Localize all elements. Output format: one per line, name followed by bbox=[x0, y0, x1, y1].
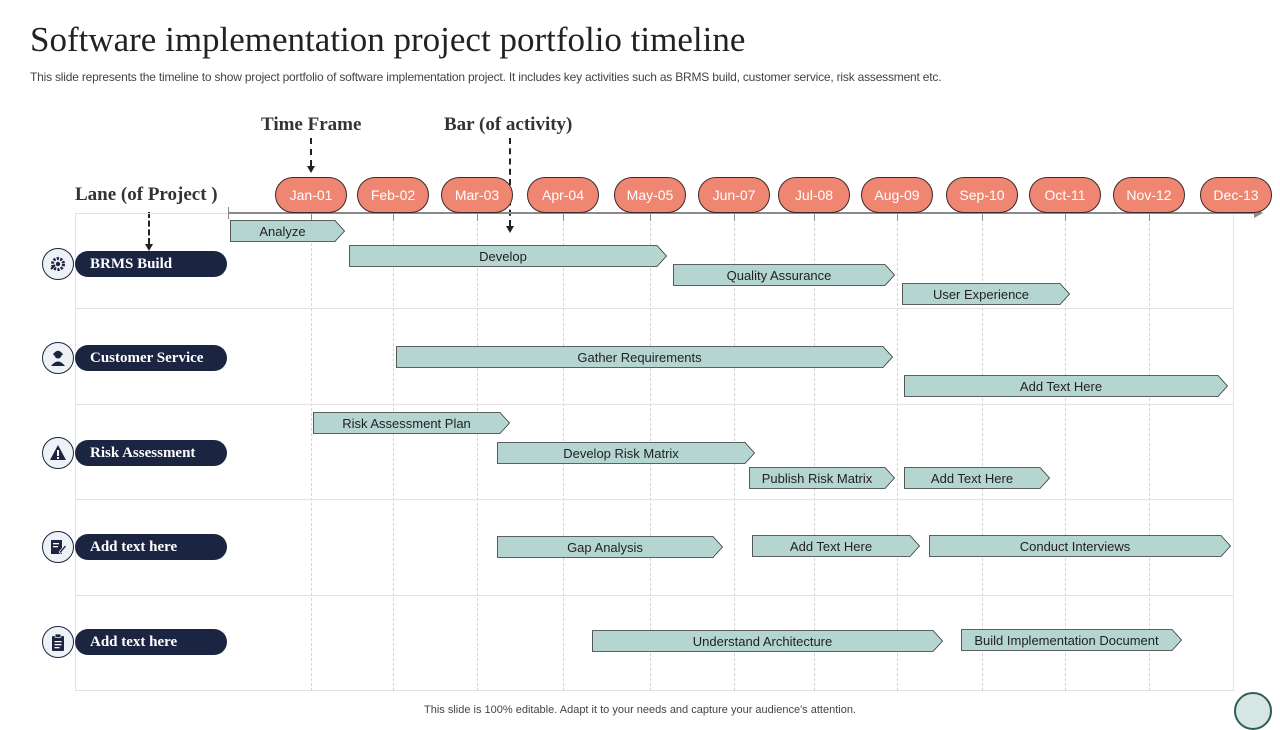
axis-tick bbox=[477, 213, 478, 221]
lane-label: Risk Assessment bbox=[75, 440, 227, 466]
footer-note: This slide is 100% editable. Adapt it to… bbox=[424, 704, 856, 716]
activity-label: Add Text Here bbox=[1019, 378, 1103, 394]
time-frame-arrowhead bbox=[307, 166, 315, 173]
lane-divider bbox=[75, 595, 1234, 596]
activity-bar: Conduct Interviews bbox=[929, 535, 1232, 557]
timeline-axis-start bbox=[228, 207, 229, 219]
grid-vertical-line bbox=[311, 213, 312, 691]
activity-bar: Develop bbox=[349, 245, 668, 267]
grid-vertical-line bbox=[1065, 213, 1066, 691]
date-milestone: Jun-07 bbox=[698, 177, 770, 213]
bar-activity-arrowhead bbox=[506, 226, 514, 233]
corner-decoration bbox=[1234, 692, 1272, 730]
page-subtitle: This slide represents the timeline to sh… bbox=[30, 70, 942, 84]
grid-vertical-line bbox=[1149, 213, 1150, 691]
axis-tick bbox=[734, 213, 735, 221]
axis-tick bbox=[897, 213, 898, 221]
activity-bar: User Experience bbox=[902, 283, 1071, 305]
axis-tick bbox=[1149, 213, 1150, 221]
activity-bar: Add Text Here bbox=[752, 535, 921, 557]
activity-bar: Gap Analysis bbox=[497, 536, 724, 558]
lane-project-pointer bbox=[148, 212, 150, 244]
lane-label: Add text here bbox=[75, 534, 227, 560]
activity-label: Build Implementation Document bbox=[974, 632, 1159, 648]
activity-bar: Risk Assessment Plan bbox=[313, 412, 511, 434]
date-milestone: Oct-11 bbox=[1029, 177, 1101, 213]
activity-label: Conduct Interviews bbox=[1019, 538, 1131, 554]
date-milestone: Dec-13 bbox=[1200, 177, 1272, 213]
customer-support-icon bbox=[42, 342, 74, 374]
lane-divider bbox=[75, 499, 1234, 500]
lane-label: BRMS Build bbox=[75, 251, 227, 277]
gear-settings-icon bbox=[42, 248, 74, 280]
activity-bar: Gather Requirements bbox=[396, 346, 894, 368]
date-milestone: Apr-04 bbox=[527, 177, 599, 213]
clipboard-icon bbox=[42, 626, 74, 658]
risk-warning-icon bbox=[42, 437, 74, 469]
lane-divider bbox=[75, 404, 1234, 405]
activity-bar: Add Text Here bbox=[904, 375, 1229, 397]
grid-vertical-line bbox=[393, 213, 394, 691]
activity-label: Quality Assurance bbox=[726, 267, 832, 283]
lane-project-arrowhead bbox=[145, 244, 153, 251]
lane-label: Add text here bbox=[75, 629, 227, 655]
grid-vertical-line bbox=[814, 213, 815, 691]
activity-bar: Analyze bbox=[230, 220, 346, 242]
activity-bar: Understand Architecture bbox=[592, 630, 944, 652]
bar-activity-pointer bbox=[509, 138, 511, 226]
date-milestone: May-05 bbox=[614, 177, 686, 213]
grid-vertical-line bbox=[982, 213, 983, 691]
page-title: Software implementation project portfoli… bbox=[30, 20, 746, 59]
activity-bar: Build Implementation Document bbox=[961, 629, 1183, 651]
time-frame-label: Time Frame bbox=[261, 114, 362, 135]
bar-activity-label: Bar (of activity) bbox=[444, 114, 573, 135]
document-edit-icon bbox=[42, 531, 74, 563]
activity-label: User Experience bbox=[932, 286, 1030, 302]
activity-label: Develop Risk Matrix bbox=[563, 445, 679, 461]
date-milestone: Sep-10 bbox=[946, 177, 1018, 213]
date-milestone: Feb-02 bbox=[357, 177, 429, 213]
activity-label: Gap Analysis bbox=[567, 539, 643, 555]
date-milestone: Jul-08 bbox=[778, 177, 850, 213]
activity-label: Analyze bbox=[259, 223, 306, 239]
grid-vertical-line bbox=[477, 213, 478, 691]
activity-label: Add Text Here bbox=[930, 470, 1014, 486]
activity-label: Risk Assessment Plan bbox=[342, 415, 471, 431]
activity-label: Add Text Here bbox=[789, 538, 873, 554]
timeline-axis-arrow-icon bbox=[1254, 208, 1263, 218]
activity-bar: Add Text Here bbox=[904, 467, 1051, 489]
axis-tick bbox=[393, 213, 394, 221]
date-milestone: Nov-12 bbox=[1113, 177, 1185, 213]
activity-bar: Quality Assurance bbox=[673, 264, 896, 286]
grid-vertical-line bbox=[897, 213, 898, 691]
axis-tick bbox=[311, 213, 312, 221]
lane-divider bbox=[75, 308, 1234, 309]
date-milestone: Aug-09 bbox=[861, 177, 933, 213]
activity-label: Develop bbox=[479, 248, 527, 264]
activity-bar: Publish Risk Matrix bbox=[749, 467, 896, 489]
time-frame-pointer bbox=[310, 138, 312, 166]
axis-tick bbox=[563, 213, 564, 221]
lane-label: Customer Service bbox=[75, 345, 227, 371]
timeline-axis bbox=[229, 212, 1257, 214]
activity-bar: Develop Risk Matrix bbox=[497, 442, 756, 464]
date-milestone: Jan-01 bbox=[275, 177, 347, 213]
lane-project-label: Lane (of Project ) bbox=[75, 184, 218, 205]
activity-label: Gather Requirements bbox=[577, 349, 702, 365]
date-milestone: Mar-03 bbox=[441, 177, 513, 213]
axis-tick bbox=[982, 213, 983, 221]
axis-tick bbox=[814, 213, 815, 221]
axis-tick bbox=[650, 213, 651, 221]
axis-tick bbox=[1065, 213, 1066, 221]
activity-label: Publish Risk Matrix bbox=[761, 470, 873, 486]
activity-label: Understand Architecture bbox=[692, 633, 833, 649]
